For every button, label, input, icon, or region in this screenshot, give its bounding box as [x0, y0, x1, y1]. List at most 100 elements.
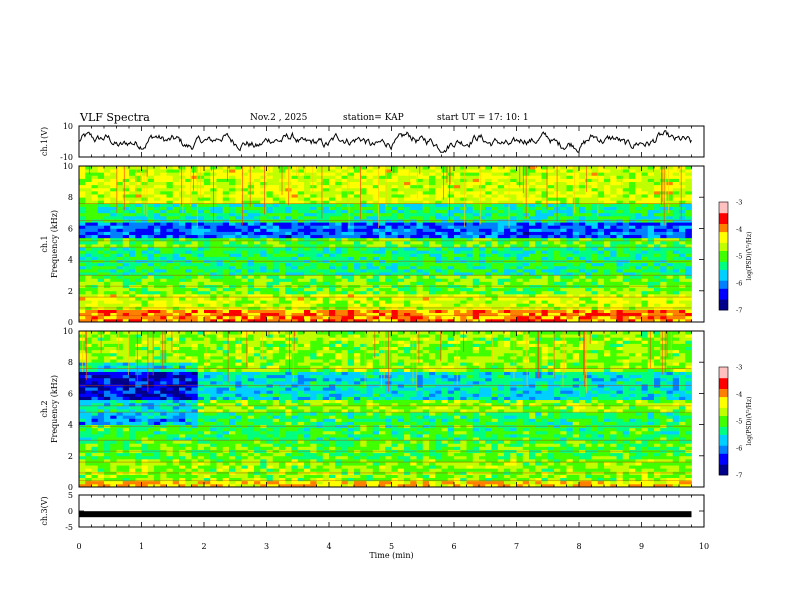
- ch1-spectrogram-cell: [97, 253, 105, 257]
- ch1-spectrogram-cell: [660, 293, 667, 298]
- ch1-spectrogram-cell: [166, 225, 174, 229]
- ch1-spectrogram-cell: [185, 265, 192, 270]
- ch1-spectrogram-cell: [635, 172, 642, 176]
- ch1-spectrogram-cell: [316, 262, 324, 267]
- ch1-spectrogram-cell: [485, 225, 492, 229]
- ch1-spectrogram-cell: [254, 253, 261, 257]
- ch1-spectrogram-cell: [585, 318, 592, 323]
- ch1-spectrogram-cell: [585, 244, 592, 248]
- ch1-spectrogram-cell: [154, 228, 161, 232]
- ch1-spectrogram-cell: [660, 272, 667, 276]
- ch1-spectrogram-cell: [479, 234, 486, 239]
- ch1-spectrogram-cell: [397, 318, 405, 323]
- ch1-spectrogram-cell: [660, 287, 667, 292]
- ch1-spectrogram-cell: [454, 256, 461, 260]
- ch1-spectrogram-cell: [566, 175, 574, 179]
- ch1-spectrogram-cell: [279, 287, 286, 292]
- ch1-spectrogram-cell: [547, 281, 555, 285]
- ch1-spectrogram-cell: [254, 275, 261, 279]
- ch1-spectrogram-cell: [110, 225, 117, 229]
- ch1-spectrogram-cell: [479, 209, 486, 214]
- ch1-spectrogram-cell: [85, 200, 92, 204]
- ch1-spectrogram-cell: [472, 265, 480, 270]
- ch1-spectrogram-cell: [135, 228, 142, 232]
- ch1-spectrogram-cell: [204, 184, 211, 189]
- ch1-spectrogram-cell: [660, 237, 667, 242]
- ch1-spectrogram-cell: [479, 256, 486, 260]
- ch1-spectrogram-cell: [366, 231, 374, 236]
- ch1-spectrogram-cell: [429, 278, 436, 282]
- ch1-spectrogram-cell: [260, 203, 267, 207]
- ch1-spectrogram-cell: [529, 268, 536, 273]
- ch1-spectrogram-cell: [660, 309, 667, 314]
- ch1-spectrogram-cell: [441, 206, 449, 211]
- ch1-spectrogram-cell: [566, 190, 574, 195]
- ch1-spectrogram-cell: [604, 315, 611, 320]
- ch1-spectrogram-cell: [497, 206, 505, 211]
- ch1-spectrogram-cell: [279, 222, 286, 226]
- ch1-spectrogram-cell: [179, 228, 186, 232]
- ch1-spectrogram-cell: [610, 315, 617, 320]
- ch1-spectrogram-cell: [141, 240, 149, 245]
- ch1-spectrogram-cell: [441, 244, 449, 248]
- ch1-spectrogram-cell: [435, 215, 442, 220]
- ch1-spectrogram-cell: [591, 303, 599, 307]
- ch1-spectrogram-cell: [572, 172, 580, 176]
- ch1-spectrogram-cell: [485, 303, 492, 307]
- ch1-spectrogram-cell: [547, 312, 555, 317]
- ch1-spectrogram-cell: [97, 272, 105, 276]
- ch1-spectrogram-cell: [360, 300, 367, 304]
- ch1-spectrogram-cell: [585, 287, 592, 292]
- ch1-spectrogram-cell: [135, 300, 142, 304]
- ch1-spectrogram-cell: [422, 300, 430, 304]
- ch1-spectrogram-cell: [585, 203, 592, 207]
- ch1-spectrogram-cell: [485, 256, 492, 260]
- ch1-spectrogram-cell: [116, 175, 124, 179]
- ch1-spectrogram-cell: [222, 312, 230, 317]
- ch1-spectrogram-cell: [566, 247, 574, 251]
- ch1-spectrogram-cell: [241, 293, 249, 298]
- ch1-spectrogram-cell: [422, 247, 430, 251]
- ch1-spectrogram-cell: [641, 231, 649, 236]
- ch1-spectrogram-cell: [654, 203, 661, 207]
- ch1-spectrogram-cell: [160, 240, 167, 245]
- ch1-spectrogram-cell: [254, 169, 261, 173]
- ch1-spectrogram-cell: [379, 228, 386, 232]
- ch1-spectrogram-cell: [422, 166, 430, 170]
- ch1-spectrogram-cell: [185, 181, 192, 186]
- ch1-spectrogram-cell: [491, 234, 499, 239]
- ch1-spectrogram-cell: [685, 237, 692, 242]
- ch1-spectrogram-cell: [416, 209, 424, 214]
- ch1-spectrogram-cell: [585, 222, 592, 226]
- ch1-spectrogram-cell: [366, 265, 374, 270]
- ch1-spectrogram-cell: [147, 194, 155, 198]
- ch1-spectrogram-cell: [547, 297, 555, 301]
- ch1-spectrogram-cell: [435, 187, 442, 192]
- ch1-spectrogram-cell: [491, 290, 499, 295]
- ch1-spectrogram-cell: [541, 265, 549, 270]
- ch1-spectrogram-cell: [291, 240, 299, 245]
- ch1-spectrogram-cell: [454, 200, 461, 204]
- ch1-spectrogram-cell: [210, 253, 217, 257]
- ch1-spectrogram-cell: [141, 287, 149, 292]
- ch1-spectrogram-cell: [447, 206, 455, 211]
- ch1-spectrogram-cell: [272, 247, 280, 251]
- ch1-spectrogram-cell: [297, 247, 305, 251]
- ch1-spectrogram-cell: [191, 237, 199, 242]
- ch1-spectrogram-cell: [366, 190, 374, 195]
- ch1-spectrogram-cell: [141, 209, 149, 214]
- ch1-spectrogram-cell: [216, 178, 224, 182]
- ch1-spectrogram-cell: [447, 222, 455, 226]
- ch1-spectrogram-cell: [685, 318, 692, 323]
- ch1-spectrogram-cell: [541, 181, 549, 186]
- ch1-spectrogram-cell: [354, 287, 361, 292]
- ch1-spectrogram-cell: [104, 215, 111, 220]
- ch1-spectrogram-cell: [391, 312, 399, 317]
- ch1-spectrogram-cell: [272, 256, 280, 260]
- ch1-spectrogram-cell: [529, 244, 536, 248]
- ch1-spectrogram-cell: [504, 181, 511, 186]
- ch1-spectrogram-cell: [229, 318, 236, 323]
- ch1-spectrogram-cell: [666, 231, 674, 236]
- ch1-spectrogram-cell: [360, 228, 367, 232]
- ch1-spectrogram-cell: [360, 197, 367, 201]
